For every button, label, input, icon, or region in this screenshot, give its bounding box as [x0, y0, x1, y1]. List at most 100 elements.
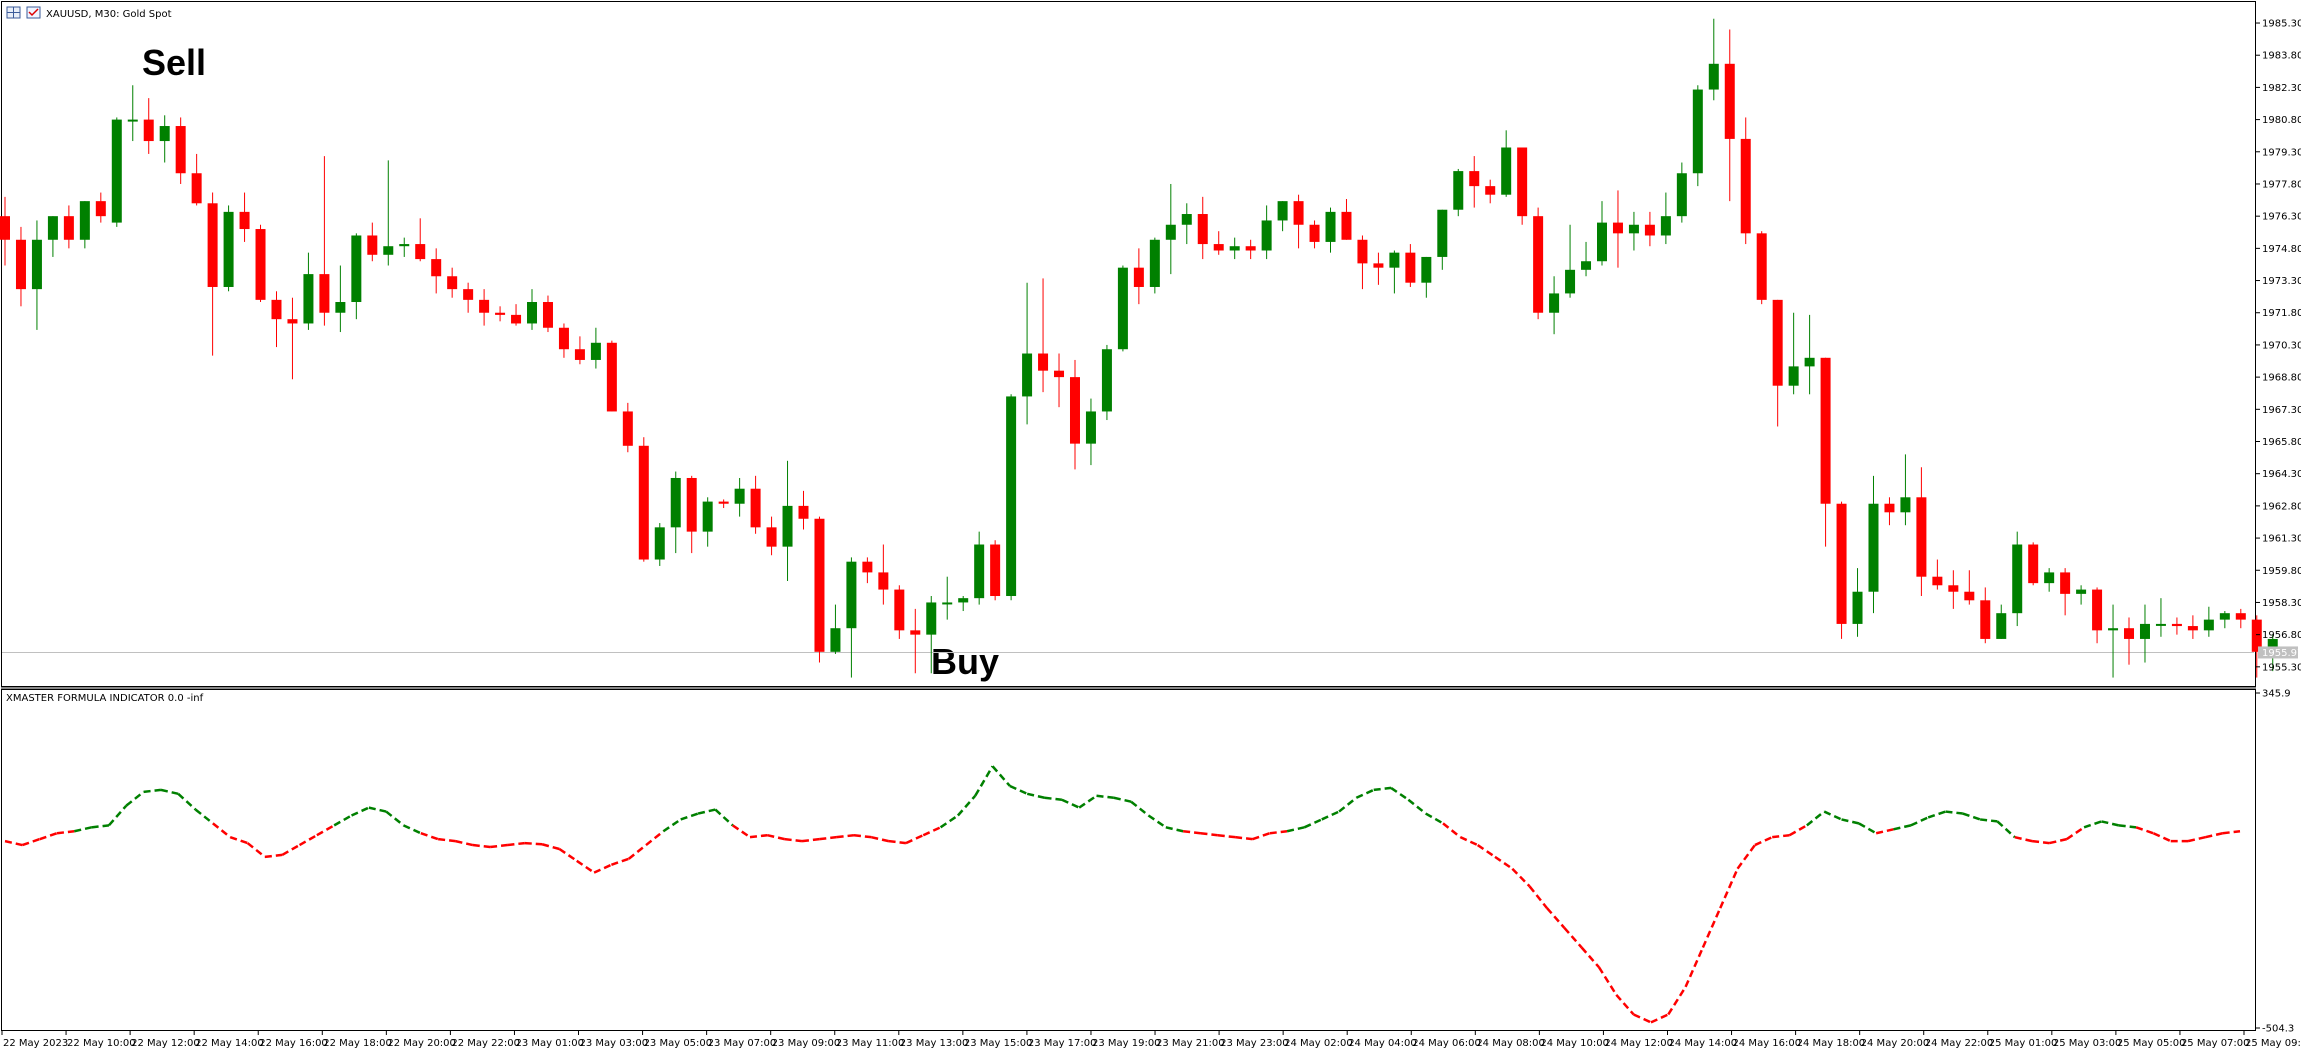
indicator-segment: [1476, 844, 1496, 858]
indicator-segment: [350, 806, 370, 817]
time-tick-label: 23 May 07:00: [708, 1038, 777, 1049]
indicator-segment: [246, 842, 266, 858]
candle: [95, 192, 106, 223]
indicator-segment: [1563, 926, 1583, 949]
time-tick-label: 23 May 21:00: [1156, 1038, 1225, 1049]
candle: [878, 544, 889, 605]
candle: [1341, 198, 1352, 240]
candle: [2044, 568, 2055, 592]
indicator-segment: [1442, 822, 1462, 839]
indicator-segment: [212, 822, 232, 839]
indicator-segment: [1061, 798, 1080, 809]
indicator-segment: [558, 847, 578, 862]
price-tick-label: 1961.30: [2262, 534, 2301, 545]
indicator-segment: [21, 837, 41, 847]
indicator-segment: [1927, 810, 1946, 819]
time-tick-label: 22 May 16:00: [259, 1038, 328, 1049]
price-tick-label: 1965.80: [2262, 437, 2301, 448]
indicator-segment: [1026, 792, 1045, 799]
indicator-segment: [1147, 814, 1167, 829]
time-tick-label: 24 May 08:00: [1476, 1038, 1545, 1049]
candle: [766, 516, 777, 556]
chart-grid-icon[interactable]: [6, 6, 21, 19]
candle: [1724, 29, 1735, 202]
candle: [271, 291, 282, 348]
indicator-segment: [731, 824, 751, 839]
price-tick-label: 1974.80: [2262, 244, 2301, 255]
indicator-segment: [541, 843, 560, 851]
indicator-tick-label: 345.9: [2262, 689, 2291, 700]
candle: [1101, 344, 1112, 421]
indicator-label: XMASTER FORMULA INDICATOR 0.0 -inf: [6, 693, 204, 704]
candle: [990, 540, 1001, 601]
candle: [1437, 209, 1448, 270]
indicator-segment: [108, 804, 128, 827]
candle: [1022, 282, 1033, 425]
indicator-segment: [56, 830, 75, 835]
candle: [1660, 192, 1671, 245]
candle: [1820, 357, 1831, 547]
candle: [1453, 168, 1464, 217]
sell-annotation: Sell: [142, 42, 206, 83]
candle: [686, 475, 697, 554]
candle: [1261, 205, 1272, 260]
indicator-segment: [2014, 835, 2033, 843]
candle: [830, 604, 841, 654]
chart-check-icon[interactable]: [26, 6, 41, 19]
svg-text:1955.97: 1955.97: [2262, 648, 2301, 659]
time-tick-label: 24 May 12:00: [1604, 1038, 1673, 1049]
candle: [1788, 312, 1799, 395]
candle: [1900, 454, 1911, 526]
indicator-segment: [4, 839, 23, 847]
candle: [1804, 314, 1815, 395]
candle: [2124, 617, 2135, 665]
candle: [1117, 265, 1128, 352]
candle: [2092, 587, 2103, 644]
candle: [495, 306, 506, 322]
time-tick-label: 23 May 17:00: [1028, 1038, 1097, 1049]
indicator-tick-label: -504.3: [2262, 1024, 2294, 1035]
indicator-segment: [627, 844, 647, 860]
candle: [47, 216, 58, 257]
indicator-segment: [368, 806, 387, 813]
candle: [558, 323, 569, 358]
indicator-segment: [1841, 818, 1860, 825]
time-tick-label: 23 May 05:00: [644, 1038, 713, 1049]
candle: [1485, 179, 1496, 204]
candle: [606, 340, 617, 412]
indicator-segment: [1182, 830, 1201, 835]
candle: [1565, 224, 1576, 298]
candle: [1708, 18, 1719, 101]
indicator-axis[interactable]: 345.9 -504.3: [2256, 689, 2294, 1035]
price-tick-label: 1971.80: [2262, 308, 2301, 319]
time-tick-label: 22 May 12:00: [131, 1038, 200, 1049]
time-tick-label: 25 May 05:00: [2117, 1038, 2186, 1049]
indicator-segment: [1736, 844, 1756, 870]
price-tick-label: 1980.80: [2262, 115, 2301, 126]
indicator-segment: [1355, 788, 1375, 799]
candle: [798, 490, 809, 530]
candle: [399, 237, 410, 257]
candle: [1501, 130, 1512, 197]
indicator-segment: [1078, 794, 1098, 809]
candle: [31, 220, 42, 330]
price-axis[interactable]: 1985.30 1983.80 1982.30 1980.80 1979.30 1977.…: [2256, 19, 2301, 674]
indicator-segment: [316, 824, 335, 837]
candle: [415, 218, 426, 262]
indicator-segment: [2118, 824, 2137, 829]
price-tick-label: 1973.30: [2262, 276, 2301, 287]
indicator-segment: [593, 863, 612, 874]
indicator-segment: [333, 814, 353, 827]
candle: [1293, 194, 1304, 249]
time-tick-label: 25 May 07:00: [2181, 1038, 2250, 1049]
indicator-segment: [1390, 786, 1410, 801]
indicator-segment: [1910, 816, 1929, 827]
candle: [223, 205, 234, 292]
indicator-segment: [143, 788, 162, 794]
candle: [1836, 501, 1847, 639]
candle: [2012, 531, 2023, 627]
candle: [1612, 190, 1623, 268]
candle: [1197, 196, 1208, 260]
